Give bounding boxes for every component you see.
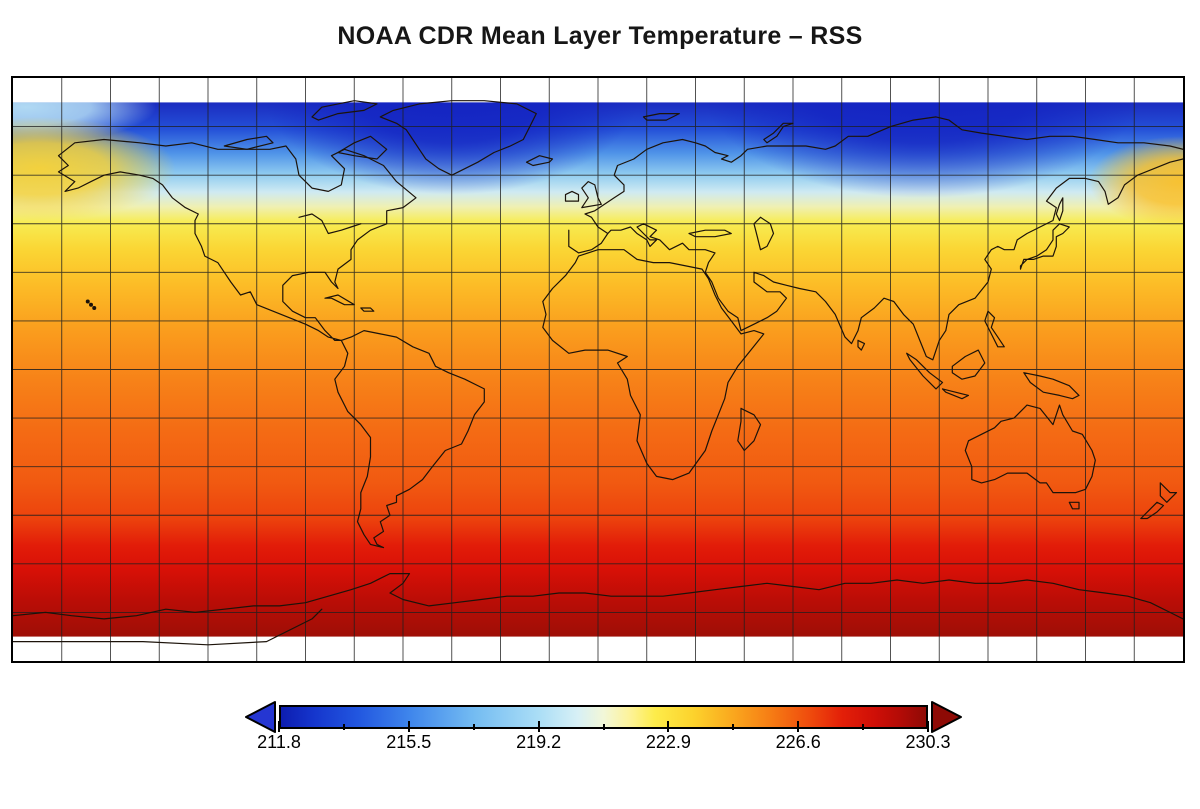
- colorbar: 211.8 215.5 219.2 222.9 226.6 230.3: [0, 694, 1200, 784]
- colorbar-tick-label: 215.5: [386, 732, 432, 752]
- map-panel: [11, 76, 1185, 663]
- colorbar-minor-tick: [862, 724, 865, 730]
- colorbar-minor-tick: [732, 724, 735, 730]
- graticule: [13, 78, 1183, 661]
- colorbar-extend-high-arrow: [931, 701, 962, 733]
- colorbar-major-tick: [667, 721, 670, 732]
- colorbar-tick-label: 226.6: [775, 732, 821, 752]
- colorbar-major-tick: [797, 721, 800, 732]
- colorbar-tick-label: 211.8: [257, 732, 301, 752]
- anomaly-warm-kamchatka-east: [1088, 136, 1183, 227]
- colorbar-major-tick: [407, 721, 410, 732]
- colorbar-tick-label: 230.3: [905, 732, 951, 752]
- colorbar-tick-label: 222.9: [645, 732, 691, 752]
- coastlines: [13, 100, 1183, 646]
- colorbar-minor-tick: [472, 724, 475, 730]
- colorbar-major-tick: [278, 721, 280, 732]
- colorbar-major-tick: [927, 721, 929, 732]
- colorbar-extend-low-arrow: [245, 701, 276, 733]
- chart-title: NOAA CDR Mean Layer Temperature – RSS: [337, 22, 863, 50]
- world-temperature-map: [13, 78, 1183, 661]
- colorbar-tick-label: 219.2: [516, 732, 562, 752]
- colorbar-minor-tick: [602, 724, 605, 730]
- colorbar-minor-tick: [342, 724, 345, 730]
- colorbar-major-tick: [537, 721, 540, 732]
